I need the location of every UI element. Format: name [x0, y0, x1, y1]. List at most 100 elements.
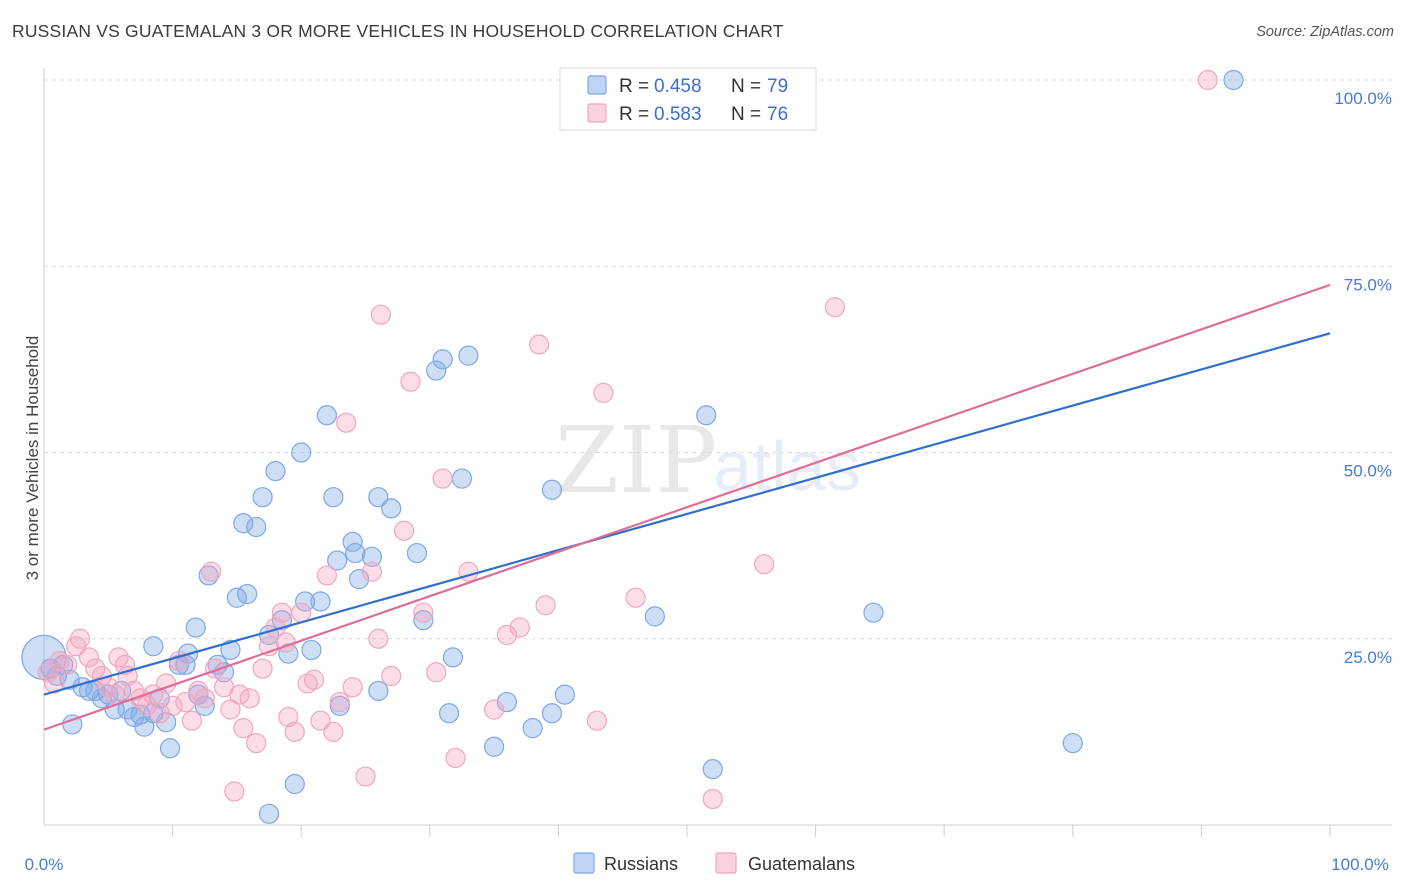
point-guatemalans-58 [413, 602, 434, 623]
grid-lines [44, 79, 1392, 640]
point-russians-27 [194, 695, 215, 716]
point-russians-33 [233, 513, 254, 534]
y-axis-label: 3 or more Vehicles in Household [23, 336, 42, 581]
legend-r-label-guatemalans: R = [619, 104, 649, 125]
point-guatemalans-64 [496, 624, 518, 646]
point-guatemalans-44 [303, 669, 325, 690]
point-russians-70 [541, 479, 563, 500]
point-guatemalans-69 [593, 382, 614, 403]
y-tick-label-3: 100.0% [1334, 89, 1392, 108]
point-russians-31 [220, 639, 241, 661]
legend-swatch-russians [587, 75, 607, 95]
point-russians-76 [1062, 732, 1083, 754]
axes [43, 68, 1392, 837]
point-guatemalans-60 [432, 468, 453, 489]
chart-title: RUSSIAN VS GUATEMALAN 3 OR MORE VEHICLES… [12, 21, 784, 41]
point-russians-67 [496, 691, 518, 713]
point-guatemalans-22 [175, 691, 196, 713]
point-guatemalans-18 [149, 703, 170, 724]
point-guatemalans-6 [78, 647, 100, 668]
point-russians-71 [554, 684, 575, 705]
point-russians-21 [159, 738, 181, 759]
point-russians-54 [361, 546, 383, 567]
point-russians-66 [484, 736, 505, 757]
point-russians-75 [863, 602, 884, 623]
point-russians-10 [98, 684, 119, 705]
point-russians-57 [381, 498, 402, 519]
point-guatemalans-47 [323, 721, 344, 742]
bottom-legend-swatch-guatemalans[interactable] [715, 852, 737, 874]
legend-r-label-russians: R = [619, 76, 649, 97]
point-guatemalans-57 [400, 371, 421, 392]
point-guatemalans-55 [381, 665, 402, 687]
bottom-legend-label-russians[interactable]: Russians [604, 854, 678, 874]
point-russians-65 [458, 345, 479, 366]
point-russians-46 [310, 591, 331, 612]
point-russians-60 [426, 360, 447, 381]
point-guatemalans-40 [278, 706, 299, 728]
y-tick-label-0: 25.0% [1344, 648, 1392, 667]
point-guatemalans-5 [69, 628, 91, 649]
point-guatemalans-3 [57, 654, 78, 675]
point-guatemalans-48 [329, 691, 350, 713]
point-guatemalans-56 [393, 520, 415, 541]
point-guatemalans-32 [233, 718, 254, 739]
legend-n-value-russians: 79 [767, 76, 788, 97]
x-tick-label-min: 0.0% [25, 855, 64, 874]
point-russians-63 [442, 647, 464, 668]
point-russians-5 [62, 714, 83, 735]
point-russians-37 [258, 803, 280, 824]
legend-n-value-guatemalans: 76 [767, 104, 788, 125]
point-russians-4 [59, 669, 80, 690]
point-russians-34 [237, 583, 258, 605]
point-russians-49 [327, 550, 348, 571]
point-guatemalans-68 [586, 710, 608, 731]
point-guatemalans-33 [239, 688, 260, 709]
point-guatemalans-38 [271, 602, 293, 623]
trend-line-guatemalans [43, 283, 1331, 731]
bottom-legend-swatch-russians[interactable] [573, 852, 595, 874]
point-russians-39 [265, 461, 286, 482]
point-russians-9 [91, 688, 112, 709]
point-guatemalans-34 [246, 732, 267, 754]
point-russians-72 [644, 606, 665, 627]
trend-line-russians [43, 332, 1331, 696]
legend-r-value-guatemalans: 0.583 [654, 104, 702, 125]
point-guatemalans-53 [368, 628, 389, 649]
watermark: ZIP atlas [555, 407, 861, 514]
point-guatemalans-71 [702, 788, 723, 810]
watermark-atlas: atlas [713, 427, 861, 505]
legend-r-value-russians: 0.458 [654, 76, 702, 97]
point-guatemalans-35 [252, 658, 273, 679]
point-russians-47 [316, 405, 338, 426]
point-russians-43 [291, 442, 312, 463]
point-guatemalans-51 [355, 766, 376, 787]
point-russians-45 [301, 639, 322, 661]
point-guatemalans-26 [201, 561, 222, 582]
point-guatemalans-63 [484, 699, 505, 720]
point-russians-32 [226, 587, 247, 608]
point-guatemalans-41 [284, 721, 305, 742]
bottom-legend-label-guatemalans[interactable]: Guatemalans [748, 854, 855, 874]
point-russians-59 [413, 610, 434, 631]
point-guatemalans-50 [342, 677, 363, 698]
point-guatemalans-42 [291, 602, 312, 623]
watermark-zip: ZIP [555, 407, 717, 514]
chart-source: Source: ZipAtlas.com [1256, 24, 1394, 40]
point-guatemalans-29 [220, 699, 241, 720]
point-guatemalans-73 [824, 297, 845, 318]
point-guatemalans-72 [754, 554, 775, 575]
point-russians-56 [368, 487, 389, 508]
point-russians-77 [1223, 69, 1244, 91]
point-russians-25 [185, 617, 206, 638]
point-guatemalans-59 [426, 662, 447, 683]
point-guatemalans-52 [361, 561, 383, 582]
point-russians-73 [696, 405, 717, 426]
point-guatemalans-30 [224, 781, 245, 802]
point-russians-35 [246, 516, 267, 538]
y-tick-labels: 25.0% 50.0% 75.0% 100.0% [1334, 89, 1392, 667]
point-guatemalans-10 [104, 684, 125, 705]
point-guatemalans-27 [204, 658, 226, 679]
point-russians-42 [284, 773, 305, 795]
